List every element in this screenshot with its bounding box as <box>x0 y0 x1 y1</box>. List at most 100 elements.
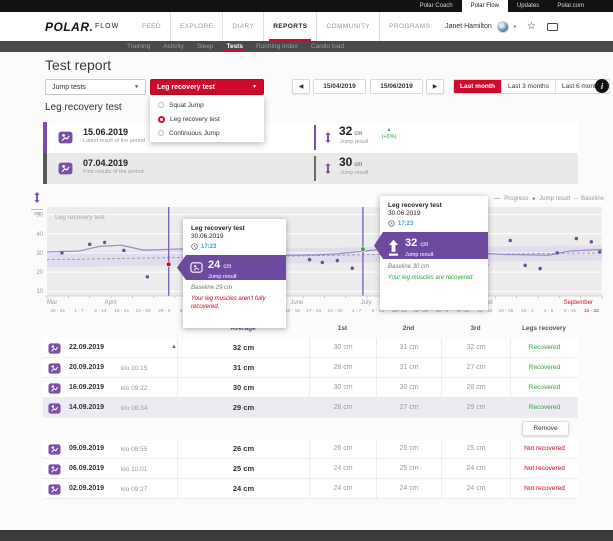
topbar-updates[interactable]: Updates <box>516 3 540 9</box>
polar-logo[interactable]: POLAR. <box>45 20 94 34</box>
subnav-cardio-load[interactable]: Cardio load <box>310 43 345 50</box>
topbar-polar-flow[interactable]: Polar Flow <box>461 0 508 12</box>
svg-text:8 - 14: 8 - 14 <box>372 308 385 314</box>
nav-community[interactable]: COMMUNITY <box>316 12 379 41</box>
first-jump-cell: 30 cm <box>309 378 376 397</box>
date-from-field[interactable]: 15/04/2019 <box>313 79 366 94</box>
next-period-button[interactable]: ▶ <box>426 79 444 94</box>
svg-text:16 - 22: 16 - 22 <box>584 308 599 314</box>
test-row[interactable]: 09.09.2019 klo 08:55 26 cm 26 cm 26 cm 25 cm N… <box>43 439 578 459</box>
nav-diary[interactable]: DIARY <box>222 12 263 41</box>
first-result-caption: First results of the period <box>83 169 144 175</box>
svg-text:June: June <box>290 300 304 306</box>
subnav-running-index[interactable]: Running Index <box>255 43 298 50</box>
option-leg-recovery-test[interactable]: Leg recovery test <box>150 112 264 126</box>
header-1st[interactable]: 1st <box>337 325 348 332</box>
tooltip-time: 17:23 <box>398 220 414 227</box>
test-row[interactable]: 16.09.2019 klo 09:22 30 cm 30 cm 30 cm 28 cm R… <box>43 378 578 398</box>
svg-text:29 - 4: 29 - 4 <box>436 308 449 314</box>
recovery-status: Not recovered <box>510 439 578 458</box>
last-month-button[interactable]: Last month <box>454 80 502 93</box>
test-time: klo 09:22 <box>121 384 148 392</box>
test-time: klo 10:01 <box>121 465 148 473</box>
site-topbar: Polar Coach Polar Flow Updates Polar.com <box>0 0 613 12</box>
date-to-field[interactable]: 15/06/2019 <box>370 79 423 94</box>
remove-button[interactable]: Remove <box>522 421 569 436</box>
header-average[interactable]: Average <box>230 325 256 332</box>
test-row[interactable]: 14.09.2019 klo 08:34 29 cm 28 cm 27 cm 29 cm R… <box>43 398 578 418</box>
third-jump-cell: 29 cm <box>441 398 510 417</box>
average-cell: 31 cm <box>177 358 309 377</box>
info-button[interactable]: i <box>595 79 609 93</box>
nav-reports[interactable]: REPORTS <box>263 12 316 41</box>
jump-tests-select[interactable]: Jump tests ▼ <box>45 79 146 95</box>
last-3-months-button[interactable]: Last 3 months <box>501 80 555 93</box>
jump-height-arrow-icon <box>324 161 332 175</box>
average-cell: 32 cm <box>177 338 309 357</box>
flow-wordmark: FLOW <box>95 23 120 30</box>
banner-label: Jump result <box>405 252 434 258</box>
app-header: POLAR. FLOW FEED EXPLORE DIARY REPORTS C… <box>0 12 613 41</box>
recovery-message: Your leg muscles aren't fully recovered. <box>191 296 266 311</box>
svg-text:10 - 16: 10 - 16 <box>285 308 300 314</box>
subnav-sleep[interactable]: Sleep <box>196 43 214 50</box>
tooltip-time: 17:23 <box>201 243 217 250</box>
option-label: Continuous Jump <box>169 129 220 137</box>
tooltip-date: 30.06.2019 <box>388 210 421 217</box>
first-jump-cell: 28 cm <box>309 398 376 417</box>
test-date: 20.09.2019 <box>69 364 105 371</box>
test-row[interactable]: 02.09.2019 klo 09:27 24 cm 24 cm 24 cm 24 cm N… <box>43 479 578 499</box>
topbar-polar-com[interactable]: Polar.com <box>557 3 584 9</box>
subnav-training[interactable]: Training <box>127 43 151 50</box>
subnav-activity[interactable]: Activity <box>163 43 184 50</box>
second-jump-cell: 30 cm <box>376 378 441 397</box>
clock-icon <box>388 220 395 227</box>
nav-explore[interactable]: EXPLORE <box>169 12 223 41</box>
test-chart[interactable]: 10 20 30 40 50 25 - 31 1 - 7 8 - 14 15 - 21 22 - … <box>33 205 604 318</box>
user-menu[interactable]: Janet Hamilton ▾ ☆ <box>445 12 558 41</box>
first-jump-cell: 28 cm <box>309 358 376 377</box>
svg-text:20: 20 <box>36 270 43 276</box>
third-jump-cell: 32 cm <box>441 338 510 357</box>
option-squat-jump[interactable]: Squat Jump <box>150 98 264 112</box>
last-6-months-button[interactable]: Last 6 months <box>554 80 609 93</box>
test-date: 14.09.2019 <box>69 404 105 411</box>
radio-icon <box>158 130 164 136</box>
test-type-select[interactable]: Leg recovery test ▼ <box>150 79 264 95</box>
header-2nd[interactable]: 2nd <box>402 325 415 332</box>
radio-selected-icon <box>158 115 165 123</box>
svg-text:1 - 7: 1 - 7 <box>74 308 84 314</box>
favorites-star-icon[interactable]: ☆ <box>527 21 536 32</box>
svg-text:Mar: Mar <box>47 300 57 306</box>
leg-recovery-test-icon <box>48 483 61 496</box>
user-avatar[interactable] <box>496 20 509 33</box>
table-group-not-recovered: 09.09.2019 klo 08:55 26 cm 26 cm 26 cm 25 cm N… <box>43 439 578 499</box>
latest-result-row[interactable]: 15.06.2019 Latest result of the period 3… <box>43 122 578 153</box>
first-result-row[interactable]: 07.04.2019 First results of the period 3… <box>43 153 578 184</box>
feedback-monitor-icon[interactable] <box>547 22 558 31</box>
latest-result-date: 15.06.2019 <box>83 127 129 137</box>
svg-text:50: 50 <box>36 213 43 219</box>
test-row[interactable]: 20.09.2019 klo 10:15 31 cm 28 cm 31 cm 27 cm R… <box>43 358 578 378</box>
average-cell: 24 cm <box>177 479 309 498</box>
results-table: Average 1st 2nd 3rd Legs recovery 22.09.… <box>43 325 578 499</box>
test-row[interactable]: 06.09.2019 klo 10:01 25 cm 24 cm 25 cm 24 cm N… <box>43 459 578 479</box>
subnav-tests[interactable]: Tests <box>224 43 245 52</box>
baseline-note: Baseline 29 cm <box>191 285 233 291</box>
header-3rd[interactable]: 3rd <box>470 325 481 332</box>
prev-period-button[interactable]: ◀ <box>292 79 310 94</box>
nav-programs[interactable]: PROGRAMS <box>379 12 439 41</box>
baseline-dash-glyph: - - <box>574 196 578 202</box>
nav-feed[interactable]: FEED <box>142 23 161 30</box>
topbar-polar-coach[interactable]: Polar Coach <box>419 3 453 9</box>
jump-result-label: Jump result <box>340 170 369 176</box>
test-time: klo 10:15 <box>121 364 148 372</box>
test-row[interactable]: 22.09.2019 ▲ 32 cm 30 cm 31 cm 32 cm Recovered <box>43 338 578 358</box>
svg-text:2 - 8: 2 - 8 <box>544 308 554 314</box>
legend-jump-result: Jump result <box>539 196 571 202</box>
header-legs-recovery[interactable]: Legs recovery <box>521 325 567 332</box>
sort-asc-icon[interactable]: ▲ <box>171 344 177 350</box>
average-cell: 25 cm <box>177 459 309 478</box>
svg-text:25 - 31: 25 - 31 <box>50 308 65 314</box>
option-continuous-jump[interactable]: Continuous Jump <box>150 126 264 140</box>
